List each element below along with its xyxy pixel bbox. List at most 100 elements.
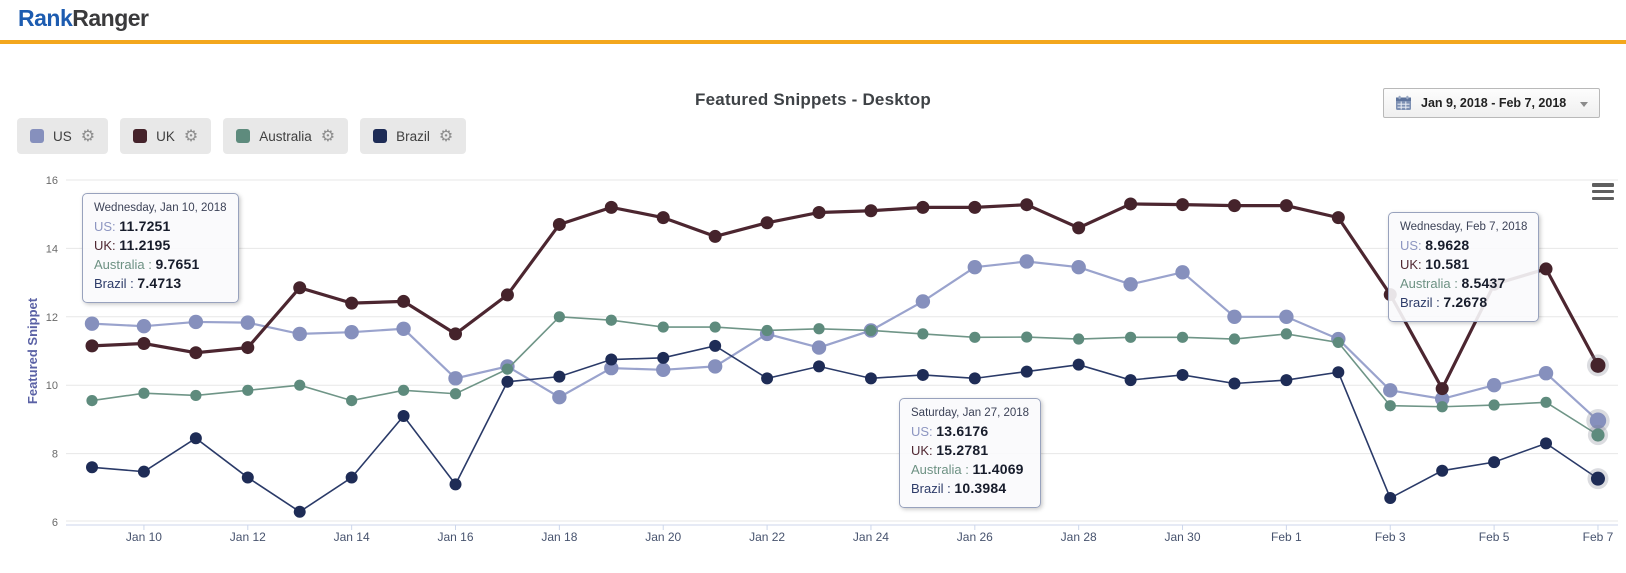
data-point[interactable] (1123, 277, 1138, 292)
data-point[interactable] (761, 372, 774, 385)
legend-item-us[interactable]: US ⚙ (17, 118, 109, 154)
series-settings-gear-icon[interactable]: ⚙ (183, 126, 199, 145)
data-point[interactable] (188, 314, 204, 330)
data-point[interactable] (1073, 333, 1085, 345)
data-point[interactable] (449, 388, 462, 400)
data-point[interactable] (916, 200, 930, 214)
data-point[interactable] (294, 379, 306, 391)
data-point[interactable] (1124, 197, 1138, 211)
data-point[interactable] (84, 316, 100, 331)
data-point[interactable] (241, 471, 254, 484)
data-point[interactable] (604, 360, 619, 376)
data-point[interactable] (1384, 400, 1396, 412)
data-point[interactable] (1228, 333, 1241, 345)
data-point[interactable] (242, 384, 254, 396)
data-point[interactable] (811, 340, 827, 355)
data-point[interactable] (1589, 412, 1607, 429)
data-point[interactable] (813, 360, 826, 373)
data-point[interactable] (500, 288, 514, 302)
data-point[interactable] (967, 260, 983, 275)
data-point[interactable] (1488, 399, 1500, 411)
data-point[interactable] (138, 387, 150, 399)
data-point[interactable] (1279, 309, 1294, 324)
data-point[interactable] (1590, 471, 1605, 486)
data-point[interactable] (189, 432, 202, 445)
data-point[interactable] (397, 294, 411, 308)
data-point[interactable] (136, 319, 152, 334)
data-point[interactable] (137, 465, 150, 478)
data-point[interactable] (1332, 336, 1344, 349)
data-point[interactable] (1072, 358, 1085, 371)
data-point[interactable] (1071, 260, 1086, 275)
data-point[interactable] (1227, 309, 1242, 324)
data-point[interactable] (1436, 464, 1449, 477)
data-point[interactable] (1280, 374, 1293, 387)
chart-export-menu-button[interactable] (1592, 183, 1614, 200)
data-point[interactable] (1486, 378, 1502, 393)
data-point[interactable] (1228, 377, 1241, 390)
data-point[interactable] (86, 461, 98, 474)
data-point[interactable] (292, 326, 307, 342)
data-point[interactable] (1176, 198, 1190, 212)
data-point[interactable] (293, 281, 307, 295)
data-point[interactable] (656, 211, 670, 225)
data-point[interactable] (1540, 437, 1553, 450)
data-point[interactable] (397, 409, 410, 422)
data-point[interactable] (1279, 199, 1293, 213)
data-point[interactable] (708, 229, 722, 243)
data-point[interactable] (346, 394, 358, 407)
data-point[interactable] (865, 324, 877, 337)
series-settings-gear-icon[interactable]: ⚙ (80, 126, 96, 145)
data-point[interactable] (1540, 396, 1552, 408)
data-point[interactable] (552, 217, 566, 231)
data-point[interactable] (604, 200, 618, 214)
data-point[interactable] (1125, 331, 1137, 343)
date-range-picker[interactable]: Jan 9, 2018 - Feb 7, 2018 (1383, 88, 1600, 118)
data-point[interactable] (448, 371, 463, 386)
data-point[interactable] (1176, 331, 1189, 343)
data-point[interactable] (240, 315, 255, 330)
data-point[interactable] (1175, 265, 1190, 280)
data-point[interactable] (344, 324, 359, 340)
data-point[interactable] (656, 362, 671, 378)
data-point[interactable] (1435, 382, 1449, 396)
data-point[interactable] (864, 204, 878, 218)
data-point[interactable] (1019, 254, 1034, 269)
data-point[interactable] (345, 471, 358, 484)
data-point[interactable] (1280, 328, 1292, 340)
data-point[interactable] (449, 327, 463, 341)
data-point[interactable] (812, 205, 826, 219)
data-point[interactable] (1227, 199, 1241, 213)
data-point[interactable] (1331, 211, 1345, 225)
data-point[interactable] (1020, 198, 1034, 212)
data-point[interactable] (968, 372, 981, 385)
series-settings-gear-icon[interactable]: ⚙ (320, 126, 336, 145)
data-point[interactable] (1332, 366, 1345, 379)
data-point[interactable] (657, 321, 669, 333)
data-point[interactable] (917, 328, 929, 340)
data-point[interactable] (552, 389, 567, 405)
data-point[interactable] (707, 359, 723, 374)
data-point[interactable] (241, 341, 255, 355)
data-point[interactable] (189, 346, 203, 360)
data-point[interactable] (553, 311, 565, 323)
data-point[interactable] (1539, 262, 1553, 276)
data-point[interactable] (396, 321, 411, 336)
data-point[interactable] (137, 336, 151, 350)
series-australia[interactable] (86, 311, 1609, 446)
data-point[interactable] (190, 389, 202, 402)
data-point[interactable] (1590, 357, 1606, 373)
data-point[interactable] (864, 372, 877, 385)
data-point[interactable] (761, 324, 773, 337)
series-brazil[interactable] (86, 339, 1609, 518)
data-point[interactable] (1020, 365, 1033, 378)
data-point[interactable] (605, 353, 618, 366)
data-point[interactable] (813, 323, 825, 335)
data-point[interactable] (501, 363, 514, 375)
data-point[interactable] (293, 505, 306, 518)
data-point[interactable] (397, 384, 410, 396)
data-point[interactable] (916, 368, 929, 381)
legend-item-australia[interactable]: Australia ⚙ (223, 118, 349, 154)
data-point[interactable] (1488, 456, 1501, 469)
data-point[interactable] (1124, 374, 1137, 387)
